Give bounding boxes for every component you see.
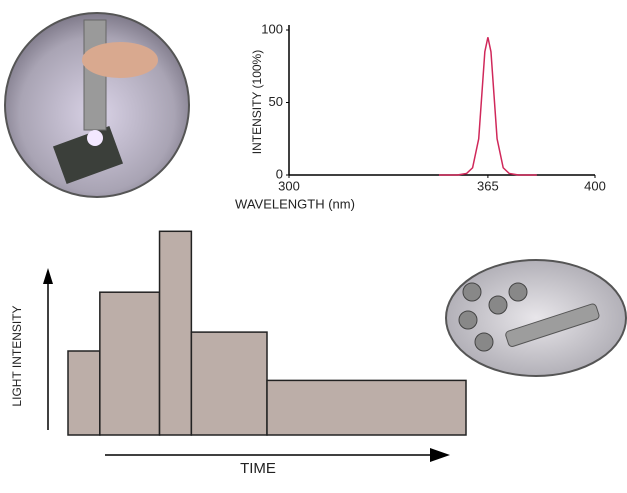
- bar: [190, 331, 268, 436]
- bar: [266, 379, 467, 436]
- y-axis-label: LIGHT INTENSITY: [10, 305, 24, 406]
- photo-probe: [4, 12, 190, 198]
- x-tick-label: 365: [477, 178, 499, 193]
- x-axis-label: WAVELENGTH (nm): [235, 196, 355, 211]
- x-axis-label: TIME: [240, 460, 276, 477]
- x-tick-label: 400: [584, 178, 606, 193]
- spectrum-line: [438, 37, 537, 176]
- x-tick-label: 300: [278, 178, 300, 193]
- y-tick-label: 0: [276, 166, 283, 181]
- y-axis-label: INTENSITY (100%): [250, 50, 264, 154]
- y-tick-label: 50: [269, 94, 283, 109]
- y-tick-label: 100: [261, 21, 283, 36]
- bar: [158, 230, 193, 436]
- bar: [99, 291, 161, 436]
- photo-parts: [445, 259, 627, 377]
- arrows: [43, 268, 450, 462]
- bar: [67, 350, 101, 436]
